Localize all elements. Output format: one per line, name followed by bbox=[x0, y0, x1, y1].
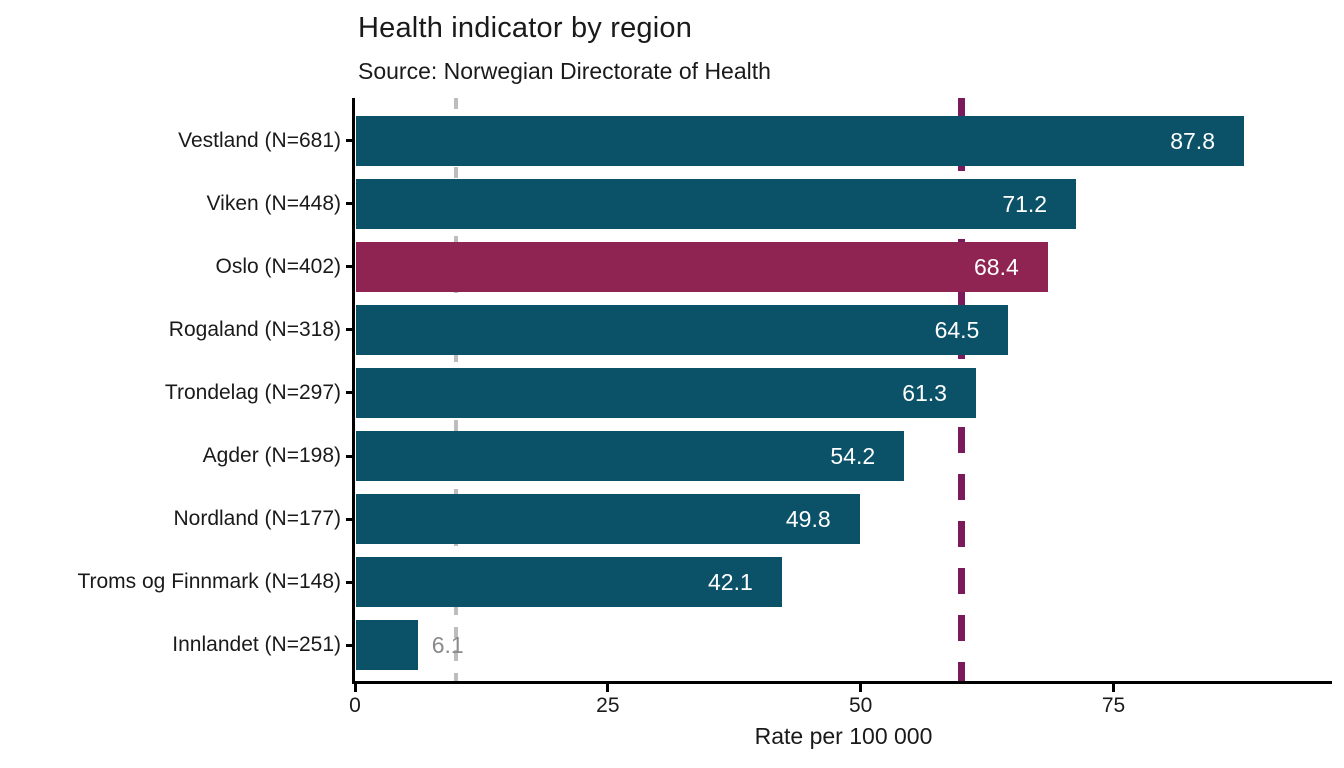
bar bbox=[356, 115, 1244, 166]
y-axis-tick bbox=[346, 517, 355, 521]
y-axis-tick bbox=[346, 391, 355, 395]
y-axis-label: Rogaland (N=318) bbox=[168, 317, 341, 341]
bar bbox=[356, 494, 860, 545]
x-axis-tick-label: 25 bbox=[596, 694, 620, 717]
x-axis-tick-label: 75 bbox=[1101, 694, 1126, 717]
y-axis-label: Oslo (N=402) bbox=[215, 254, 341, 278]
y-axis-line bbox=[352, 98, 355, 684]
bar-value-label: 68.4 bbox=[974, 253, 1019, 280]
bar-value-label: 49.8 bbox=[785, 506, 831, 533]
y-axis-tick bbox=[346, 139, 355, 142]
x-axis-tick-label: 0 bbox=[349, 694, 361, 717]
x-axis-title: Rate per 100 000 bbox=[754, 723, 933, 749]
y-axis-label: Nordland (N=177) bbox=[173, 507, 341, 531]
y-axis-label: Viken (N=448) bbox=[206, 191, 341, 215]
bar bbox=[356, 620, 418, 671]
chart-title: Health indicator by region bbox=[358, 12, 693, 44]
bar-highlighted bbox=[356, 241, 1048, 292]
bar-value-label: 42.1 bbox=[708, 569, 753, 596]
y-axis-label: Innlandet (N=251) bbox=[172, 633, 341, 657]
y-axis-label: Agder (N=198) bbox=[202, 444, 341, 467]
x-axis-tick bbox=[859, 684, 863, 692]
bar bbox=[356, 367, 976, 418]
bar bbox=[356, 304, 1009, 355]
bar bbox=[356, 178, 1077, 229]
x-axis-tick bbox=[353, 684, 357, 692]
bar bbox=[356, 557, 782, 608]
x-axis-tick bbox=[606, 684, 610, 692]
bar-value-label: 6.1 bbox=[431, 632, 464, 659]
y-axis-tick bbox=[346, 454, 355, 458]
y-axis-tick bbox=[346, 328, 355, 332]
y-axis-tick bbox=[346, 265, 355, 269]
chart-subtitle: Source: Norwegian Directorate of Health bbox=[358, 58, 771, 84]
bar-value-label: 54.2 bbox=[830, 443, 876, 469]
bar bbox=[356, 431, 905, 481]
bar-value-label: 64.5 bbox=[934, 316, 980, 343]
y-axis-label: Trondelag (N=297) bbox=[164, 380, 341, 404]
bar-value-label: 71.2 bbox=[1002, 190, 1048, 217]
y-axis-tick bbox=[346, 643, 355, 647]
y-axis-tick bbox=[346, 580, 355, 584]
x-axis-tick bbox=[1112, 684, 1116, 692]
x-axis-line bbox=[352, 681, 1332, 684]
bar-value-label: 61.3 bbox=[902, 379, 947, 406]
y-axis-label: Vestland (N=681) bbox=[178, 128, 341, 152]
y-axis-label: Troms og Finnmark (N=148) bbox=[77, 570, 341, 594]
y-axis-tick bbox=[346, 202, 355, 206]
bar-value-label: 87.8 bbox=[1170, 127, 1215, 154]
x-axis-tick-label: 50 bbox=[849, 694, 873, 717]
